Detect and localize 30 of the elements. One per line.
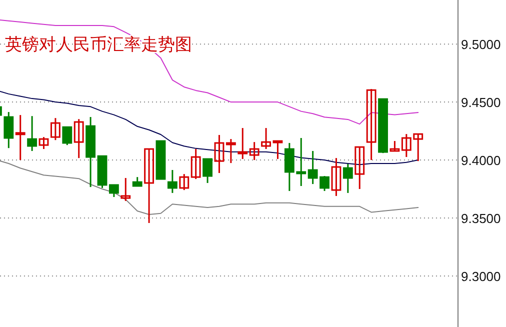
candlestick [390, 140, 400, 152]
y-tick-label: 9.4500 [461, 95, 501, 110]
candlestick [261, 127, 271, 150]
candlestick [120, 177, 131, 202]
candlestick [331, 157, 342, 197]
candlestick [238, 127, 248, 160]
candlestick [354, 146, 365, 190]
candlestick [214, 134, 224, 174]
candlestick [144, 148, 154, 224]
candlestick [50, 117, 60, 141]
candlestick [15, 114, 26, 161]
candlestick [108, 184, 119, 198]
candlestick [190, 148, 201, 180]
candlestick [4, 111, 14, 149]
y-tick-label: 9.3000 [461, 268, 501, 284]
candlestick [202, 158, 212, 184]
y-tick-label: 9.5000 [461, 37, 501, 52]
y-tick-label: 9.4000 [461, 153, 501, 168]
candlestick [342, 163, 353, 194]
candlestick [272, 140, 283, 160]
candlestick [27, 115, 38, 152]
candlestick [249, 141, 260, 161]
candlestick [74, 118, 84, 159]
candlestick [38, 136, 49, 150]
candlestick [226, 138, 236, 164]
candlestick [167, 169, 178, 194]
candlestick [366, 88, 376, 161]
candlestick [179, 173, 190, 191]
candlestick [62, 126, 72, 146]
y-tick-label: 9.3500 [461, 211, 501, 226]
